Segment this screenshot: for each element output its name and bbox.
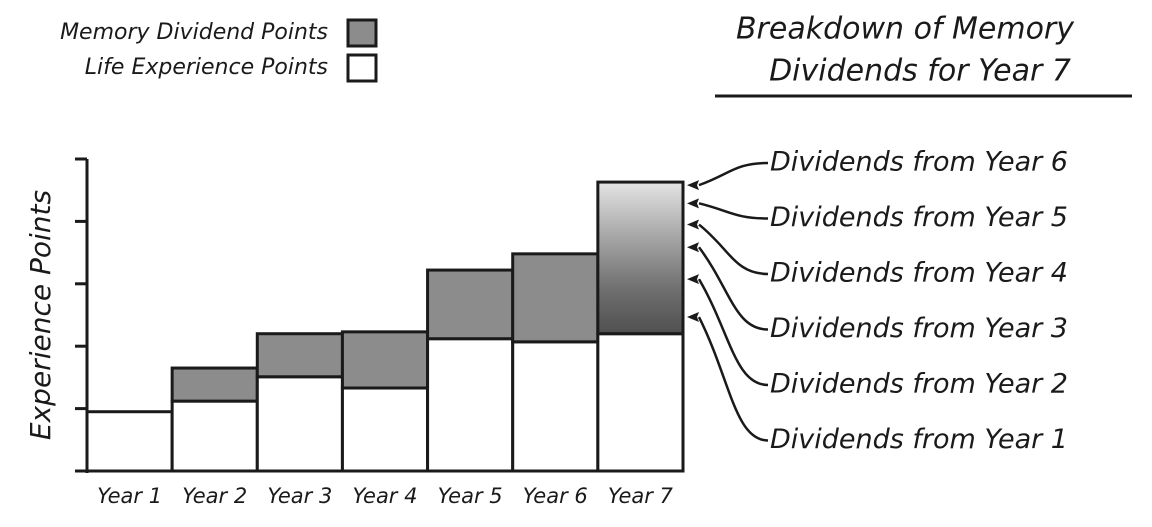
annotation: Dividends from Year 1	[770, 424, 1068, 455]
annotation-arrow	[697, 316, 769, 442]
x-tick-label: Year 7	[608, 484, 674, 508]
annotation: Dividends from Year 3	[770, 313, 1068, 344]
x-tick-label: Year 4	[353, 484, 418, 508]
arrow-head	[687, 242, 699, 253]
bar-segment	[596, 180, 685, 336]
annotation-arrow	[698, 223, 769, 276]
bar-segment	[340, 386, 430, 473]
annotation: Dividends from Year 5	[770, 202, 1068, 233]
bar-segment	[170, 399, 259, 473]
annotation: Dividends from Year 6	[770, 147, 1068, 178]
legend-label: Life Experience Points	[85, 55, 328, 80]
chart-title: Dividends for Year 7	[769, 54, 1071, 89]
x-tick-label: Year 1	[97, 484, 162, 508]
annotation: Dividends from Year 2	[770, 369, 1068, 400]
x-tick-label: Year 6	[523, 484, 588, 508]
arrow-head	[687, 198, 699, 209]
arrow-head	[687, 312, 699, 323]
bar-segment	[340, 330, 430, 390]
bar-segment	[426, 268, 515, 341]
legend-label: Memory Dividend Points	[60, 20, 328, 45]
arrow-head	[687, 219, 699, 230]
bar-segment	[511, 252, 600, 344]
chart-title: Breakdown of Memory	[736, 12, 1075, 47]
x-tick-label: Year 5	[438, 484, 503, 508]
arrow-head	[687, 274, 699, 285]
y-axis-label: Experience Points	[24, 190, 57, 440]
annotation-arrow	[698, 202, 769, 220]
annotation-arrow	[697, 278, 769, 387]
bar-segment	[511, 340, 600, 473]
x-tick-label: Year 3	[267, 484, 332, 508]
bar-segment	[255, 332, 344, 379]
bar-segment	[426, 337, 515, 473]
arrow-head	[687, 180, 699, 191]
x-tick-label: Year 2	[182, 484, 247, 508]
annotation-arrow	[698, 246, 769, 331]
bar-segment	[85, 410, 174, 473]
bar-segment	[596, 332, 685, 473]
legend-swatch	[346, 18, 378, 48]
annotation-arrow	[698, 161, 769, 187]
bar-segment	[170, 366, 259, 403]
annotation: Dividends from Year 4	[770, 258, 1068, 289]
legend-swatch	[346, 53, 378, 83]
bar-segment	[255, 375, 344, 473]
